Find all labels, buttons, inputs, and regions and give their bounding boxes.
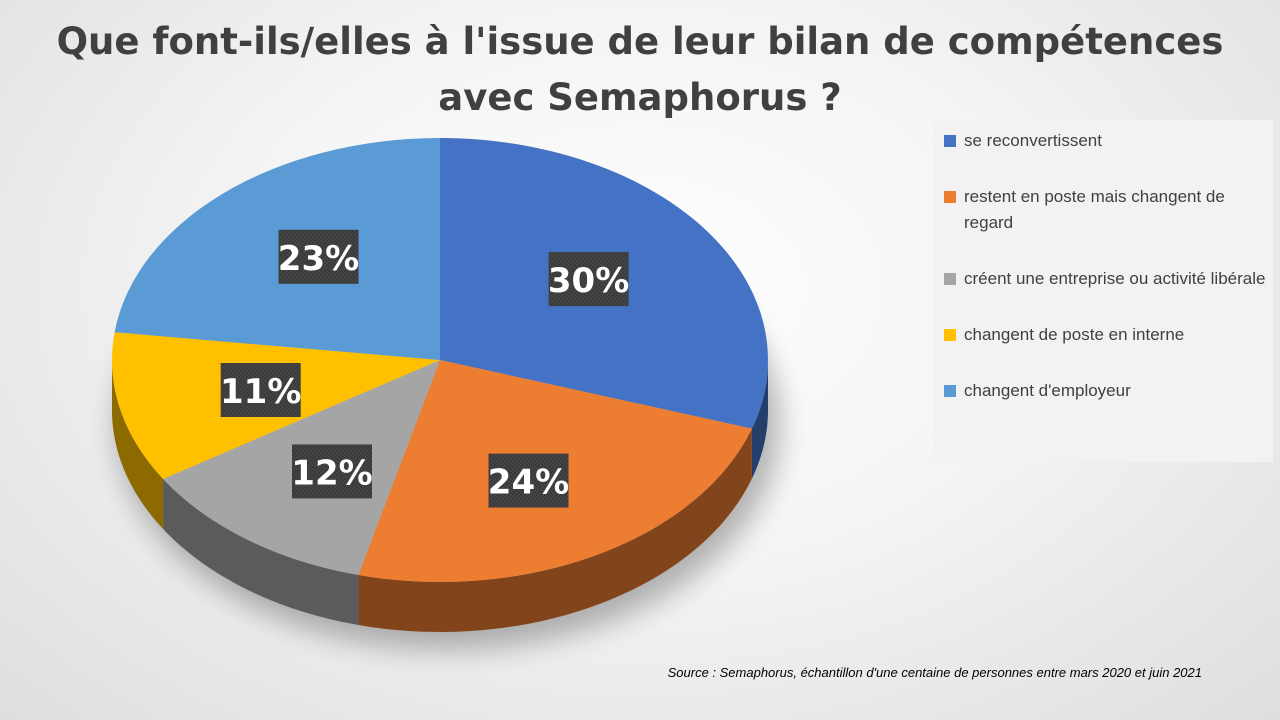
legend-swatch	[944, 135, 956, 147]
chart-title-line-2: avec Semaphorus ?	[438, 76, 842, 119]
chart-title-line-1: Que font-ils/elles à l'issue de leur bil…	[56, 20, 1224, 63]
pie-side-changent-de-poste-en-interne	[112, 360, 164, 529]
legend-label: changent d'employeur	[964, 381, 1131, 400]
legend-swatch	[944, 329, 956, 341]
legend-swatch	[944, 273, 956, 285]
data-label-text: 11%	[220, 372, 301, 412]
legend-label: créent une entreprise ou activité libéra…	[964, 269, 1266, 288]
data-label-text: 30%	[548, 261, 629, 301]
source-note: Source : Semaphorus, échantillon d'une c…	[667, 665, 1202, 680]
data-label-text: 23%	[278, 239, 359, 279]
legend-item-creent-une-entreprise-ou-activite-liberale: créent une entreprise ou activité libéra…	[944, 266, 1273, 292]
data-label-box	[548, 252, 629, 307]
data-label-box	[292, 444, 372, 499]
data-label-box	[488, 453, 569, 508]
legend-item-changent-d-employeur: changent d'employeur	[944, 378, 1273, 404]
data-label-restent-en-poste-mais-changent-de-regard: 24%	[488, 453, 569, 508]
pie-side-se-reconvertissent	[751, 360, 768, 479]
legend-label: changent de poste en interne	[964, 325, 1185, 344]
data-label-changent-de-poste-en-interne: 11%	[220, 363, 301, 417]
legend: se reconvertissent restent en poste mais …	[934, 120, 1273, 462]
data-label-box	[220, 363, 301, 417]
data-label-se-reconvertissent: 30%	[548, 252, 629, 307]
data-label-box	[278, 229, 359, 284]
pie-sides	[112, 360, 768, 632]
legend-swatch	[944, 385, 956, 397]
legend-item-changent-de-poste-en-interne: changent de poste en interne	[944, 322, 1273, 348]
pie-slices	[112, 138, 768, 582]
legend-label: se reconvertissent	[964, 131, 1102, 150]
pie-slice-changent-d-employeur	[114, 138, 440, 360]
data-label-changent-d-employeur: 23%	[278, 229, 359, 284]
chart-title: Que font-ils/elles à l'issue de leur bil…	[0, 14, 1280, 126]
legend-swatch	[944, 191, 956, 203]
data-label-text: 12%	[291, 453, 372, 493]
legend-label: restent en poste mais changent de regard	[964, 187, 1225, 232]
pie-side-restent-en-poste-mais-changent-de-regard	[358, 428, 752, 632]
legend-item-se-reconvertissent: se reconvertissent	[944, 128, 1273, 154]
data-label-text: 24%	[488, 463, 569, 503]
pie-data-labels: 30% 24% 12% 11% 23%	[220, 229, 629, 508]
data-label-creent-une-entreprise-ou-activite-liberale: 12%	[291, 444, 373, 499]
legend-item-restent-en-poste-mais-changent-de-regard: restent en poste mais changent de regard	[944, 184, 1273, 236]
pie-side-creent-une-entreprise-ou-activite-liberale	[163, 479, 359, 625]
